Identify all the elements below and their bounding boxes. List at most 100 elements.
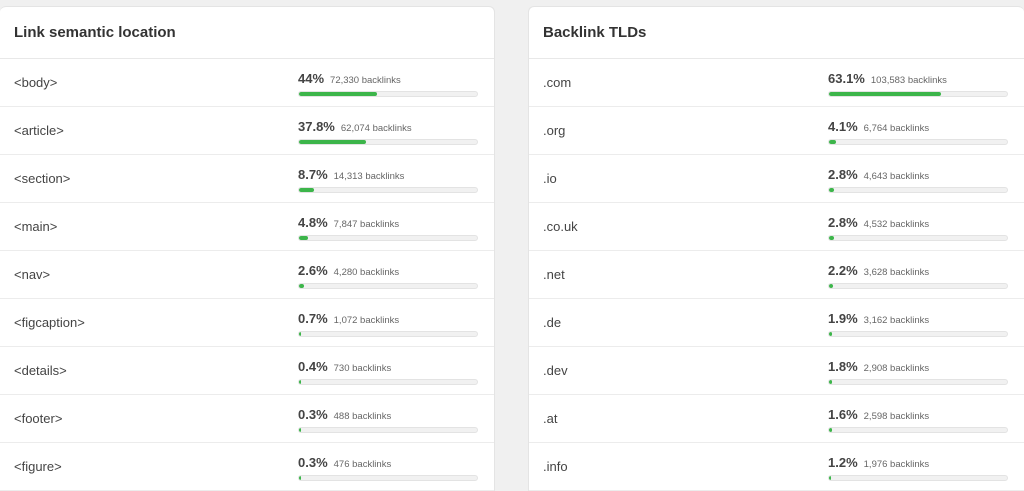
percentage-value: 2.2% xyxy=(828,263,858,278)
backlink-count: 14,313 backlinks xyxy=(333,171,405,182)
backlink-count: 1,072 backlinks xyxy=(333,315,400,326)
percentage-value: 4.1% xyxy=(828,119,858,134)
percentage-value: 1.8% xyxy=(828,359,858,374)
progress-bar-fill xyxy=(829,476,832,480)
percentage-value: 2.8% xyxy=(828,215,858,230)
row-metric: 1.8% 2,908 backlinks xyxy=(828,359,1010,385)
metric-text: 63.1% 103,583 backlinks xyxy=(828,71,1010,86)
row-metric: 1.2% 1,976 backlinks xyxy=(828,455,1010,481)
semantic-location-list: <body> 44% 72,330 backlinks <article> 37.8% 6… xyxy=(0,59,494,491)
backlink-count: 4,280 backlinks xyxy=(333,267,400,278)
row-label: <figcaption> xyxy=(14,315,85,330)
row-label: .co.uk xyxy=(543,219,578,234)
row-label: .net xyxy=(543,267,565,282)
progress-bar-fill xyxy=(299,476,302,480)
row-label: .dev xyxy=(543,363,568,378)
backlink-count: 3,628 backlinks xyxy=(863,267,930,278)
row-metric: 0.4% 730 backlinks xyxy=(298,359,480,385)
row-label: <section> xyxy=(14,171,71,186)
metric-text: 4.1% 6,764 backlinks xyxy=(828,119,1010,134)
metric-text: 1.2% 1,976 backlinks xyxy=(828,455,1010,470)
list-row: .io 2.8% 4,643 backlinks xyxy=(529,155,1024,203)
progress-bar-track xyxy=(828,139,1008,145)
row-metric: 4.8% 7,847 backlinks xyxy=(298,215,480,241)
backlink-tlds-card: Backlink TLDs .com 63.1% 103,583 backlinks… xyxy=(528,6,1024,491)
row-metric: 2.8% 4,643 backlinks xyxy=(828,167,1010,193)
row-label: <details> xyxy=(14,363,67,378)
row-label: <footer> xyxy=(14,411,63,426)
progress-bar-fill xyxy=(829,332,833,336)
list-row: <figcaption> 0.7% 1,072 backlinks xyxy=(0,299,494,347)
progress-bar-track xyxy=(298,139,478,145)
row-metric: 2.2% 3,628 backlinks xyxy=(828,263,1010,289)
progress-bar-fill xyxy=(829,92,942,96)
progress-bar-track xyxy=(298,331,478,337)
progress-bar-fill xyxy=(299,140,367,144)
list-row: <article> 37.8% 62,074 backlinks xyxy=(0,107,494,155)
progress-bar-track xyxy=(298,427,478,433)
progress-bar-track xyxy=(828,427,1008,433)
list-row: <main> 4.8% 7,847 backlinks xyxy=(0,203,494,251)
percentage-value: 0.3% xyxy=(298,455,328,470)
row-label: .de xyxy=(543,315,562,330)
list-row: .org 4.1% 6,764 backlinks xyxy=(529,107,1024,155)
progress-bar-fill xyxy=(299,236,308,240)
backlink-count: 72,330 backlinks xyxy=(330,75,401,86)
metric-text: 0.4% 730 backlinks xyxy=(298,359,480,374)
percentage-value: 8.7% xyxy=(298,167,328,182)
percentage-value: 1.9% xyxy=(828,311,858,326)
row-label: .info xyxy=(543,459,568,474)
progress-bar-fill xyxy=(829,428,832,432)
backlink-count: 4,643 backlinks xyxy=(863,171,930,182)
percentage-value: 2.6% xyxy=(298,263,328,278)
backlink-count: 62,074 backlinks xyxy=(340,123,412,134)
metric-text: 8.7% 14,313 backlinks xyxy=(298,167,480,182)
progress-bar-track xyxy=(828,235,1008,241)
progress-bar-track xyxy=(828,475,1008,481)
progress-bar-fill xyxy=(299,284,304,288)
metric-text: 2.2% 3,628 backlinks xyxy=(828,263,1010,278)
row-metric: 44% 72,330 backlinks xyxy=(298,71,480,97)
percentage-value: 0.7% xyxy=(298,311,328,326)
list-row: .co.uk 2.8% 4,532 backlinks xyxy=(529,203,1024,251)
row-label: .com xyxy=(543,75,572,90)
backlink-count: 2,598 backlinks xyxy=(863,411,930,422)
progress-bar-fill xyxy=(829,140,837,144)
progress-bar-fill xyxy=(829,236,834,240)
backlink-count: 6,764 backlinks xyxy=(863,123,930,134)
metric-text: 2.8% 4,643 backlinks xyxy=(828,167,1010,182)
metric-text: 4.8% 7,847 backlinks xyxy=(298,215,480,230)
metric-text: 44% 72,330 backlinks xyxy=(298,71,480,86)
row-label: <nav> xyxy=(14,267,51,282)
list-row: <figure> 0.3% 476 backlinks xyxy=(0,443,494,491)
list-row: .de 1.9% 3,162 backlinks xyxy=(529,299,1024,347)
row-metric: 8.7% 14,313 backlinks xyxy=(298,167,480,193)
percentage-value: 37.8% xyxy=(298,119,335,134)
row-metric: 2.8% 4,532 backlinks xyxy=(828,215,1010,241)
progress-bar-fill xyxy=(829,188,834,192)
metric-text: 1.6% 2,598 backlinks xyxy=(828,407,1010,422)
list-row: .com 63.1% 103,583 backlinks xyxy=(529,59,1024,107)
card-title: Link semantic location xyxy=(0,7,494,59)
list-row: <footer> 0.3% 488 backlinks xyxy=(0,395,494,443)
row-metric: 37.8% 62,074 backlinks xyxy=(298,119,480,145)
list-row: .dev 1.8% 2,908 backlinks xyxy=(529,347,1024,395)
row-metric: 0.3% 476 backlinks xyxy=(298,455,480,481)
row-label: <article> xyxy=(14,123,64,138)
metric-text: 2.6% 4,280 backlinks xyxy=(298,263,480,278)
progress-bar-track xyxy=(298,283,478,289)
list-row: <body> 44% 72,330 backlinks xyxy=(0,59,494,107)
progress-bar-track xyxy=(828,91,1008,97)
list-row: .net 2.2% 3,628 backlinks xyxy=(529,251,1024,299)
progress-bar-fill xyxy=(299,428,302,432)
list-row: <details> 0.4% 730 backlinks xyxy=(0,347,494,395)
progress-bar-fill xyxy=(299,332,302,336)
percentage-value: 1.6% xyxy=(828,407,858,422)
progress-bar-track xyxy=(828,379,1008,385)
percentage-value: 0.4% xyxy=(298,359,328,374)
row-metric: 63.1% 103,583 backlinks xyxy=(828,71,1010,97)
percentage-value: 4.8% xyxy=(298,215,328,230)
progress-bar-track xyxy=(298,235,478,241)
row-metric: 0.7% 1,072 backlinks xyxy=(298,311,480,337)
percentage-value: 63.1% xyxy=(828,71,865,86)
